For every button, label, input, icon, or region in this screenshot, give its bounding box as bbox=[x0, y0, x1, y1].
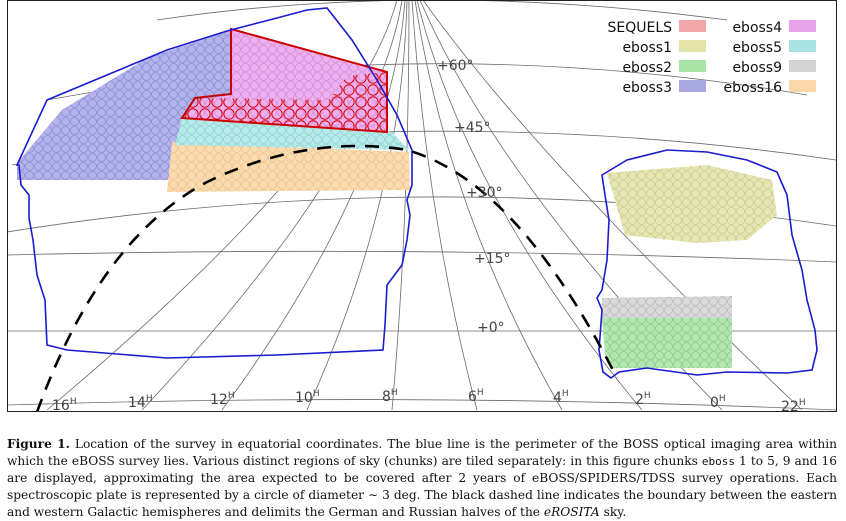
legend-entry: eboss16 bbox=[724, 80, 816, 96]
ra-tick-label: 12H bbox=[210, 391, 235, 408]
legend-swatch bbox=[679, 40, 706, 52]
legend-swatch bbox=[679, 20, 706, 32]
legend-label: eboss9 bbox=[732, 60, 782, 76]
dec-tick-label: +60° bbox=[437, 58, 474, 74]
legend-swatch bbox=[679, 80, 706, 92]
legend-swatch bbox=[789, 80, 816, 92]
caption-text: sky. bbox=[599, 505, 627, 519]
dec-tick-label: +15° bbox=[474, 251, 511, 267]
legend-label: eboss3 bbox=[622, 80, 672, 96]
legend-label: eboss4 bbox=[732, 20, 782, 36]
sky-map-figure: +60° +45° +30° +15° +0° 16H 14H 12H 10H … bbox=[7, 0, 837, 412]
legend-label: eboss5 bbox=[732, 40, 782, 56]
ra-tick-label: 6H bbox=[468, 388, 484, 405]
eboss5-region bbox=[175, 118, 409, 150]
ra-tick-label: 4H bbox=[553, 389, 569, 406]
dec-tick-label: +45° bbox=[454, 120, 491, 136]
galactic-boundary-line bbox=[35, 144, 619, 411]
legend-entry: SEQUELS bbox=[607, 20, 706, 36]
dec-tick-label: +0° bbox=[477, 320, 505, 336]
boss-perimeter-ngc bbox=[15, 7, 413, 359]
legend-swatch bbox=[789, 40, 816, 52]
ra-tick-label: 22H bbox=[781, 398, 806, 412]
sequels-outline bbox=[180, 27, 388, 134]
ra-tick-label: 10H bbox=[295, 389, 320, 406]
dec-tick-label: +30° bbox=[466, 185, 503, 201]
legend-entry: eboss3 bbox=[622, 80, 706, 96]
boss-perimeter-sgc bbox=[596, 149, 818, 379]
eboss2-region bbox=[602, 318, 732, 368]
legend-label: eboss2 bbox=[622, 60, 672, 76]
caption-label: Figure 1. bbox=[7, 437, 70, 451]
ra-tick-label: 0H bbox=[710, 394, 726, 411]
legend-swatch bbox=[789, 60, 816, 72]
ra-tick-label: 14H bbox=[128, 394, 153, 411]
legend: SEQUELS eboss4 eboss1 eboss5 eboss2 ebos… bbox=[607, 20, 816, 96]
legend-entry: eboss1 bbox=[622, 40, 706, 56]
legend-entry: eboss9 bbox=[732, 60, 816, 76]
sky-map-svg: +60° +45° +30° +15° +0° 16H 14H 12H 10H … bbox=[7, 0, 837, 412]
caption-italic: eROSITA bbox=[543, 505, 600, 519]
legend-label: eboss16 bbox=[724, 80, 783, 96]
ra-tick-labels: 16H 14H 12H 10H 8H 6H 4H 2H 0H 22H bbox=[52, 388, 806, 412]
caption-text: 1 to 5, 9 and 16 are displayed, approxim… bbox=[7, 454, 838, 519]
legend-swatch bbox=[679, 60, 706, 72]
legend-label: eboss1 bbox=[622, 40, 672, 56]
figure-caption: Figure 1. Location of the survey in equa… bbox=[7, 436, 837, 521]
ra-tick-label: 8H bbox=[382, 388, 398, 405]
legend-label: SEQUELS bbox=[607, 20, 672, 36]
dec-tick-labels: +60° +45° +30° +15° +0° bbox=[437, 58, 511, 336]
eboss16-region bbox=[167, 142, 410, 192]
legend-entry: eboss5 bbox=[732, 40, 816, 56]
ra-tick-label: 16H bbox=[52, 397, 77, 412]
legend-entry: eboss2 bbox=[622, 60, 706, 76]
ra-tick-label: 2H bbox=[635, 391, 651, 408]
legend-swatch bbox=[789, 20, 816, 32]
sequels-plates bbox=[182, 72, 387, 132]
legend-entry: eboss4 bbox=[732, 20, 816, 36]
eboss9-region bbox=[602, 296, 732, 318]
caption-text: Location of the survey in equatorial coo… bbox=[7, 437, 837, 468]
caption-code: eboss bbox=[701, 455, 736, 468]
eboss1-region bbox=[607, 165, 777, 243]
